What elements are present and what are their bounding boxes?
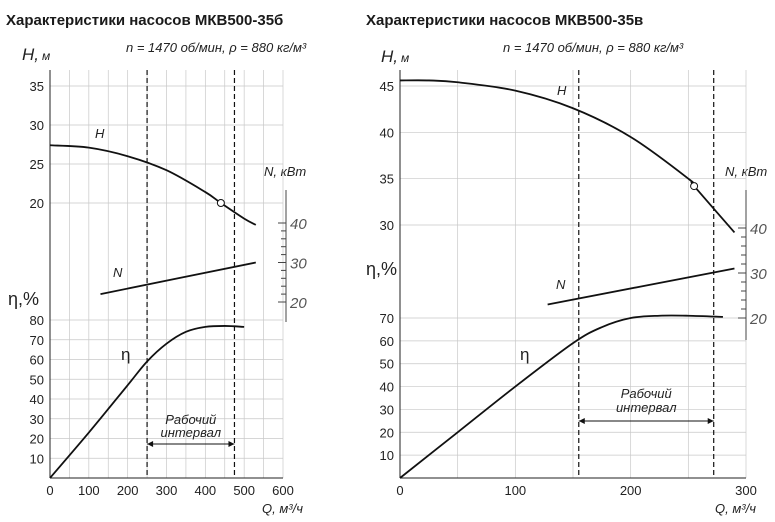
- operating-range-arrowhead-right: [228, 441, 235, 447]
- power-tick-label: 30: [750, 266, 767, 283]
- head-tick-label: 35: [30, 79, 44, 94]
- eff-tick-label: 30: [30, 412, 44, 427]
- q-axis-label-2: Q, м³/ч: [715, 501, 756, 516]
- efficiency-series-label: η: [121, 345, 130, 364]
- head-tick-label: 35: [380, 172, 394, 187]
- head-tick-label: 30: [380, 218, 394, 233]
- power-tick-label: 20: [289, 295, 307, 312]
- eff-axis-label-2: η,%: [366, 259, 397, 279]
- head-curve-marker: [690, 182, 699, 191]
- plot-layer: 0 100 200 300 400 500 600202530351020304050607…: [30, 70, 767, 498]
- power-tick-label: 40: [750, 221, 767, 238]
- head-series-label: H: [557, 83, 567, 98]
- x-tick-label: 200: [620, 483, 642, 498]
- head-axis-unit-2: м: [401, 51, 409, 65]
- operating-range-arrowhead-right: [707, 418, 714, 424]
- x-tick-label: 0: [46, 483, 53, 498]
- eff-tick-label: 10: [30, 451, 44, 466]
- x-tick-label: 100: [78, 483, 100, 498]
- eff-tick-label: 50: [30, 372, 44, 387]
- x-tick-label: 400: [194, 483, 216, 498]
- eff-tick-label: 70: [30, 333, 44, 348]
- operating-range-arrowhead-left: [578, 418, 585, 424]
- q-axis-label-1: Q, м³/ч: [262, 501, 303, 516]
- eff-tick-label: 50: [380, 357, 394, 372]
- conditions-1: n = 1470 об/мин, ρ = 880 кг/м³: [126, 40, 307, 55]
- power-tick-label: 20: [749, 311, 767, 328]
- eff-tick-label: 70: [380, 311, 394, 326]
- x-tick-label: 0: [396, 483, 403, 498]
- head-curve: [399, 79, 736, 234]
- eff-tick-label: 20: [380, 425, 394, 440]
- operating-range-label-line1: Рабочий: [165, 412, 216, 427]
- chart-title-1: Характеристики насосов МКВ500-35б: [6, 12, 283, 29]
- eff-tick-label: 20: [30, 432, 44, 447]
- conditions-2: n = 1470 об/мин, ρ = 880 кг/м³: [503, 40, 684, 55]
- head-axis-label-1: H, м: [22, 45, 50, 64]
- power-series-label: N: [113, 265, 123, 280]
- head-tick-label: 25: [30, 157, 44, 172]
- operating-range-label-line1: Рабочий: [621, 386, 672, 401]
- eff-tick-label: 60: [380, 334, 394, 349]
- x-tick-label: 100: [504, 483, 526, 498]
- power-tick-label: 40: [290, 216, 307, 233]
- panel-1: 0 100 200 300 400 500 600 20 25 30 35 10 20 30 40 50 60 7…: [30, 70, 307, 498]
- x-tick-label: 500: [233, 483, 255, 498]
- efficiency-series-label: η: [520, 345, 529, 364]
- eff-axis-label-1: η,%: [8, 289, 39, 309]
- head-axis-unit-1: м: [42, 49, 50, 63]
- operating-range-arrowhead-left: [147, 441, 154, 447]
- operating-range-label-line2: интервал: [160, 425, 221, 440]
- power-curve: [547, 267, 735, 306]
- eff-tick-label: 30: [380, 402, 394, 417]
- head-axis-label-2: H, м: [381, 47, 409, 66]
- eff-tick-label: 10: [380, 448, 394, 463]
- eff-tick-label: 60: [30, 353, 44, 368]
- head-tick-label: 45: [380, 79, 394, 94]
- power-tick-label: 30: [290, 256, 307, 273]
- power-curve: [100, 261, 256, 295]
- head-series-label: H: [95, 126, 105, 141]
- eff-tick-label: 80: [30, 313, 44, 328]
- x-tick-label: 600: [272, 483, 294, 498]
- x-tick-label: 200: [117, 483, 139, 498]
- head-curve-marker: [216, 199, 225, 207]
- panel-2: 0 100 200 300 30 35 40 45 10 20 30 40 50 60 70 20 30 40 Ра…: [380, 70, 767, 498]
- eff-tick-label: 40: [380, 380, 394, 395]
- efficiency-curve: [399, 314, 723, 479]
- eff-tick-label: 40: [30, 392, 44, 407]
- power-axis-label-1: N, кВт: [264, 164, 306, 179]
- head-tick-label: 20: [30, 196, 44, 211]
- efficiency-curve: [49, 325, 245, 479]
- operating-range-label-line2: интервал: [616, 400, 677, 415]
- chart-title-2: Характеристики насосов МКВ500-35в: [366, 12, 643, 29]
- head-tick-label: 30: [30, 118, 44, 133]
- power-series-label: N: [556, 277, 566, 292]
- head-curve: [49, 144, 257, 226]
- head-axis-symbol-2: H,: [381, 47, 398, 66]
- head-tick-label: 40: [380, 125, 394, 140]
- x-tick-label: 300: [156, 483, 178, 498]
- x-tick-label: 300: [735, 483, 757, 498]
- panel-2-axis-labels: H, м η,% N, кВт Q, м³/ч: [366, 47, 767, 516]
- panel-1-axis-labels: H, м η,% N, кВт Q, м³/ч: [8, 45, 306, 516]
- head-axis-symbol-1: H,: [22, 45, 39, 64]
